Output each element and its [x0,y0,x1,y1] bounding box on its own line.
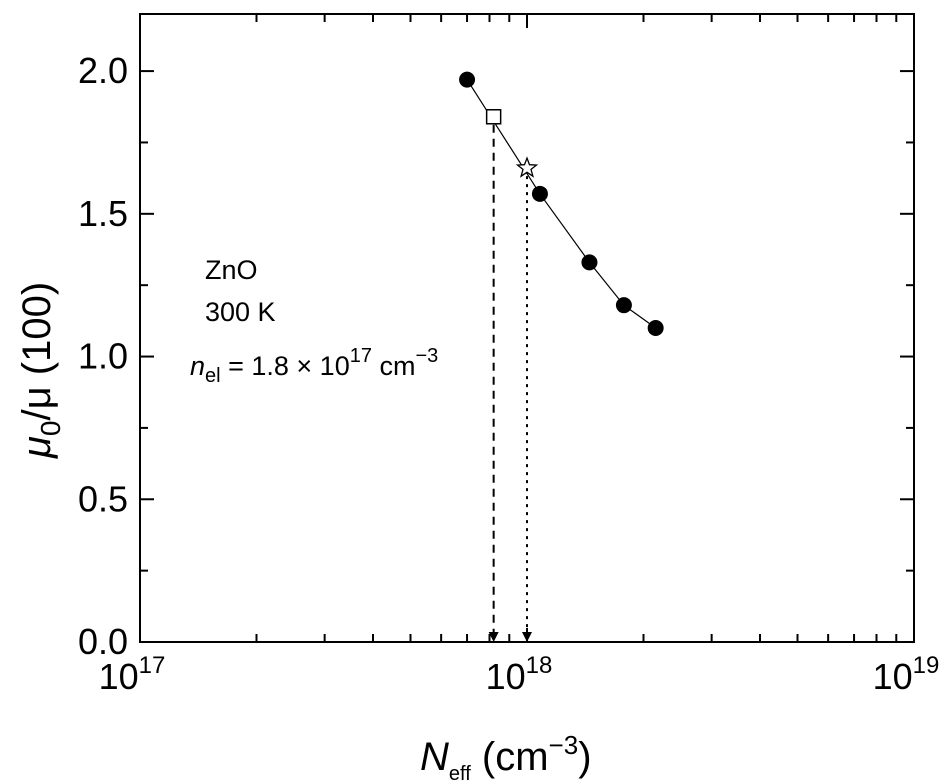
x-axis-close: ) [578,735,591,779]
x-tick-base: 10 [99,656,139,697]
y-tick-label: 1.0 [78,336,128,377]
x-axis-symbol: N [420,735,449,779]
y-axis-mu0: μ [15,436,59,459]
annotation-temperature: 300 K [205,297,276,327]
density-value: = 1.8 × 10 [221,351,350,381]
annotation-material: ZnO [205,255,258,285]
y-tick-label: 1.5 [78,193,128,234]
x-tick-label: 1018 [486,652,553,697]
x-tick-exponent: 19 [913,652,940,679]
markers-layer [459,71,664,336]
x-axis-title: Neff (cm−3) [420,730,592,784]
series-lines-layer [466,79,657,642]
density-unit: cm [372,351,416,381]
x-tick-base: 10 [486,656,526,697]
x-tick-exponent: 18 [526,652,553,679]
density-exponent: 17 [350,345,372,367]
data-point-open-square [485,109,502,125]
data-point-filled-circle [581,254,598,271]
annotation-density: nel = 1.8 × 1017 cm−3 [190,345,438,387]
y-axis-rest: /μ (100) [15,282,59,421]
x-tick-label: 1017 [99,652,166,697]
data-point-filled-circle [647,320,664,336]
x-axis-unit: (cm [471,735,549,779]
data-point-filled-circle [531,185,548,202]
plot-frame-layer [139,13,915,643]
x-axis-subscript: eff [449,763,471,784]
data-point-open-star [515,156,539,178]
y-tick-label: 0.0 [78,621,128,662]
density-subscript: el [205,365,221,387]
data-point-filled-circle [459,71,476,88]
x-tick-exponent: 17 [139,652,166,679]
y-tick-label: 2.0 [78,50,128,91]
density-symbol: n [190,351,205,381]
data-point-filled-circle [615,297,632,314]
plot-frame [139,13,915,643]
x-tick-label: 1019 [873,652,940,697]
x-axis-unit-exponent: −3 [549,730,579,760]
y-axis-title: μ0/μ (100) [15,282,66,459]
y-axis-subscript: 0 [35,421,66,437]
x-tick-base: 10 [873,656,913,697]
density-unit-exponent: −3 [415,345,438,367]
y-tick-label: 0.5 [78,478,128,519]
